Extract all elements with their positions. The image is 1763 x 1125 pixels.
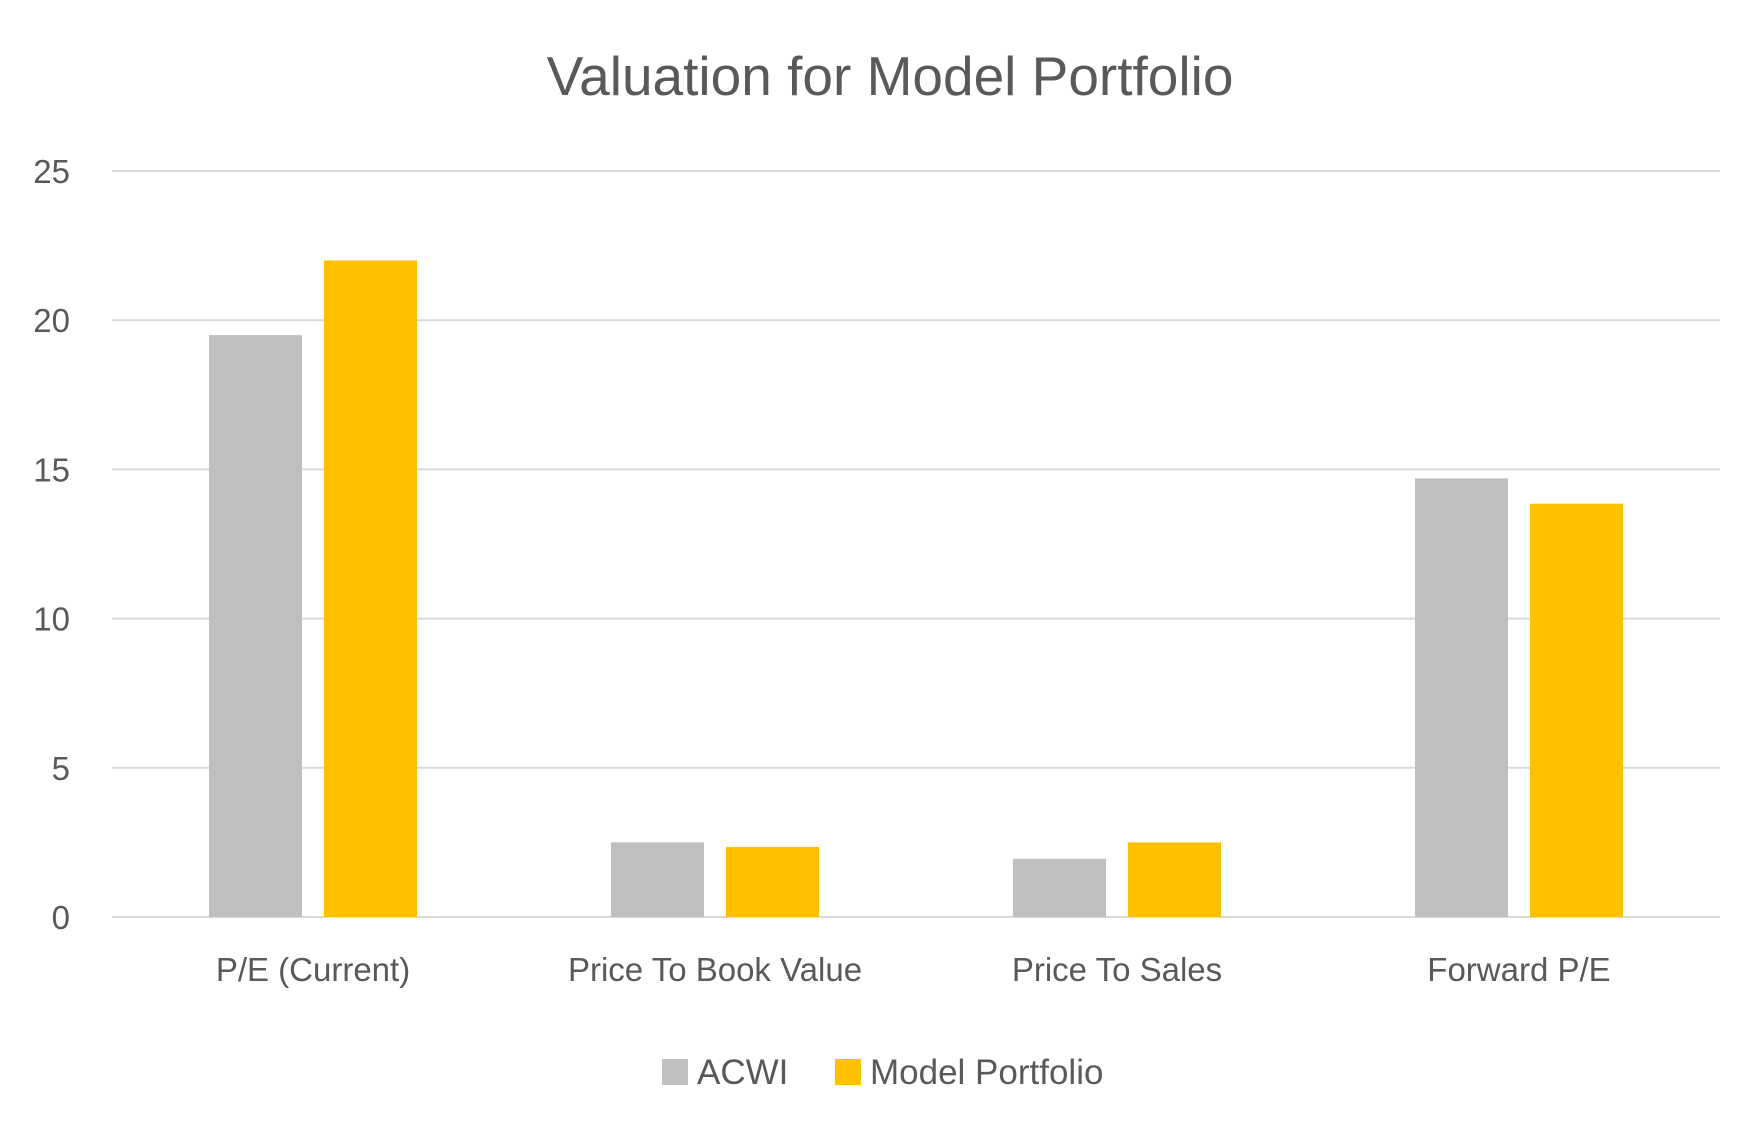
legend: ACWI Model Portfolio bbox=[662, 1053, 1103, 1092]
chart-title: Valuation for Model Portfolio bbox=[547, 45, 1234, 107]
x-axis-categories: P/E (Current) Price To Book Value Price To… bbox=[216, 951, 1611, 988]
bar-model-portfolio-2 bbox=[1128, 842, 1221, 917]
y-tick-label: 15 bbox=[33, 451, 70, 488]
x-category-label: P/E (Current) bbox=[216, 951, 410, 988]
legend-label: ACWI bbox=[697, 1053, 788, 1092]
bar-model-portfolio-1 bbox=[726, 846, 819, 917]
bar-acwi-2 bbox=[1013, 858, 1106, 917]
x-category-label: Forward P/E bbox=[1427, 951, 1610, 988]
bar-acwi-0 bbox=[209, 335, 302, 917]
y-tick-label: 10 bbox=[33, 601, 70, 638]
legend-swatch-0 bbox=[662, 1059, 688, 1085]
bar-model-portfolio-3 bbox=[1530, 503, 1623, 917]
y-tick-label: 20 bbox=[33, 302, 70, 339]
legend-label: Model Portfolio bbox=[870, 1053, 1103, 1092]
x-category-label: Price To Book Value bbox=[568, 951, 862, 988]
y-axis-ticks: 0 5 10 15 20 25 bbox=[33, 153, 70, 936]
x-category-label: Price To Sales bbox=[1012, 951, 1222, 988]
y-tick-label: 5 bbox=[52, 750, 70, 787]
legend-swatch-1 bbox=[835, 1059, 861, 1085]
y-tick-label: 25 bbox=[33, 153, 70, 190]
bars bbox=[209, 260, 1623, 917]
y-tick-label: 0 bbox=[52, 899, 70, 936]
bar-model-portfolio-0 bbox=[324, 260, 417, 917]
bar-acwi-3 bbox=[1415, 478, 1508, 917]
bar-acwi-1 bbox=[611, 842, 704, 917]
